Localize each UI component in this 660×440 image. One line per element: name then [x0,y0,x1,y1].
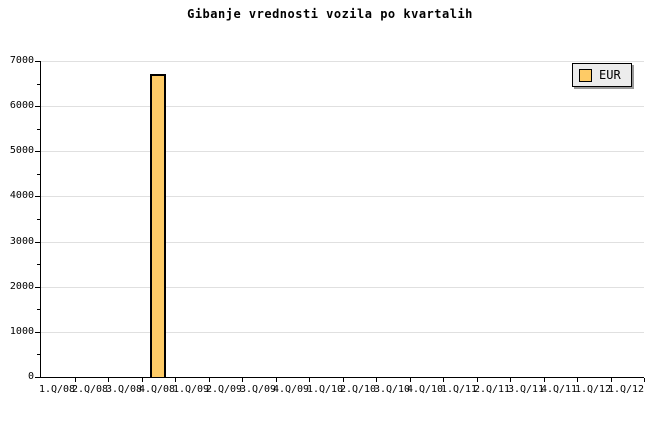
x-axis-tick-label: 1.Q/08 [38,384,76,395]
y-axis-tick [35,151,40,152]
y-axis-tick [35,61,40,62]
x-axis-tick-label: 1.Q/11 [440,384,478,395]
x-axis-tick [242,378,243,382]
x-axis-tick [510,378,511,382]
y-axis-minor-tick [37,354,40,355]
x-axis-tick [577,378,578,382]
x-axis-tick [142,378,143,382]
x-axis-tick [209,378,210,382]
gridline [41,151,644,152]
y-axis-tick [35,242,40,243]
x-axis-tick-label: 4.Q/08 [138,384,176,395]
x-axis-tick [544,378,545,382]
x-axis-tick-label: 1.Q/10 [306,384,344,395]
y-axis-tick-label: 3000 [9,236,34,247]
y-axis-tick [35,106,40,107]
x-axis-tick [175,378,176,382]
y-axis-tick [35,196,40,197]
x-axis-tick-label: 3.Q/08 [105,384,143,395]
legend-swatch-icon [579,68,592,82]
chart-title: Gibanje vrednosti vozila po kvartalih [187,7,473,21]
x-axis-tick [276,378,277,382]
y-axis-tick-label: 1000 [9,326,34,337]
x-axis-tick-label: 3.Q/11 [507,384,545,395]
x-axis-tick [343,378,344,382]
x-axis-tick [477,378,478,382]
x-axis-tick [75,378,76,382]
y-axis-tick-label: 5000 [9,145,34,156]
gridline [41,287,644,288]
x-axis-tick-label: 2.Q/10 [339,384,377,395]
x-axis-tick [108,378,109,382]
legend-label: EUR [599,68,621,82]
gridline [41,61,644,62]
y-axis-tick [35,287,40,288]
x-axis-tick-label: 4.Q/10 [406,384,444,395]
x-axis-tick [443,378,444,382]
x-axis-tick-label: 3.Q/09 [239,384,277,395]
y-axis-tick [35,377,40,378]
x-axis-tick-label: 1.Q/12 [574,384,612,395]
y-axis-tick-label: 0 [27,371,34,382]
y-axis-tick [35,332,40,333]
y-axis-tick-label: 4000 [9,190,34,201]
y-axis-minor-tick [37,219,40,220]
x-axis-tick [611,378,612,382]
gridline [41,106,644,107]
x-axis-tick [309,378,310,382]
gridline [41,242,644,243]
y-axis-minor-tick [37,84,40,85]
x-axis-tick [376,378,377,382]
x-axis-tick [410,378,411,382]
y-axis-minor-tick [37,174,40,175]
gridline [41,196,644,197]
x-axis-tick-label: 3.Q/10 [373,384,411,395]
y-axis-minor-tick [37,309,40,310]
legend: EUR [572,63,632,87]
plot-area [35,61,645,382]
gridline [41,332,644,333]
y-axis-tick-label: 6000 [9,100,34,111]
x-axis-tick-label: 2.Q/08 [71,384,109,395]
x-axis-tick [644,378,645,382]
y-axis-minor-tick [37,129,40,130]
x-axis-tick-label: 2.Q/11 [473,384,511,395]
x-axis-tick-label: 4.Q/09 [272,384,310,395]
x-axis-tick-label: 1.Q/09 [172,384,210,395]
y-axis-tick-label: 2000 [9,281,34,292]
x-axis-tick-label: 2.Q/09 [205,384,243,395]
x-axis-tick-label: 1.Q/12 [607,384,645,395]
y-axis-minor-tick [37,264,40,265]
y-axis-tick-label: 7000 [9,55,34,66]
x-axis-tick-label: 4.Q/11 [540,384,578,395]
bar-4.Q/08 [150,74,166,377]
